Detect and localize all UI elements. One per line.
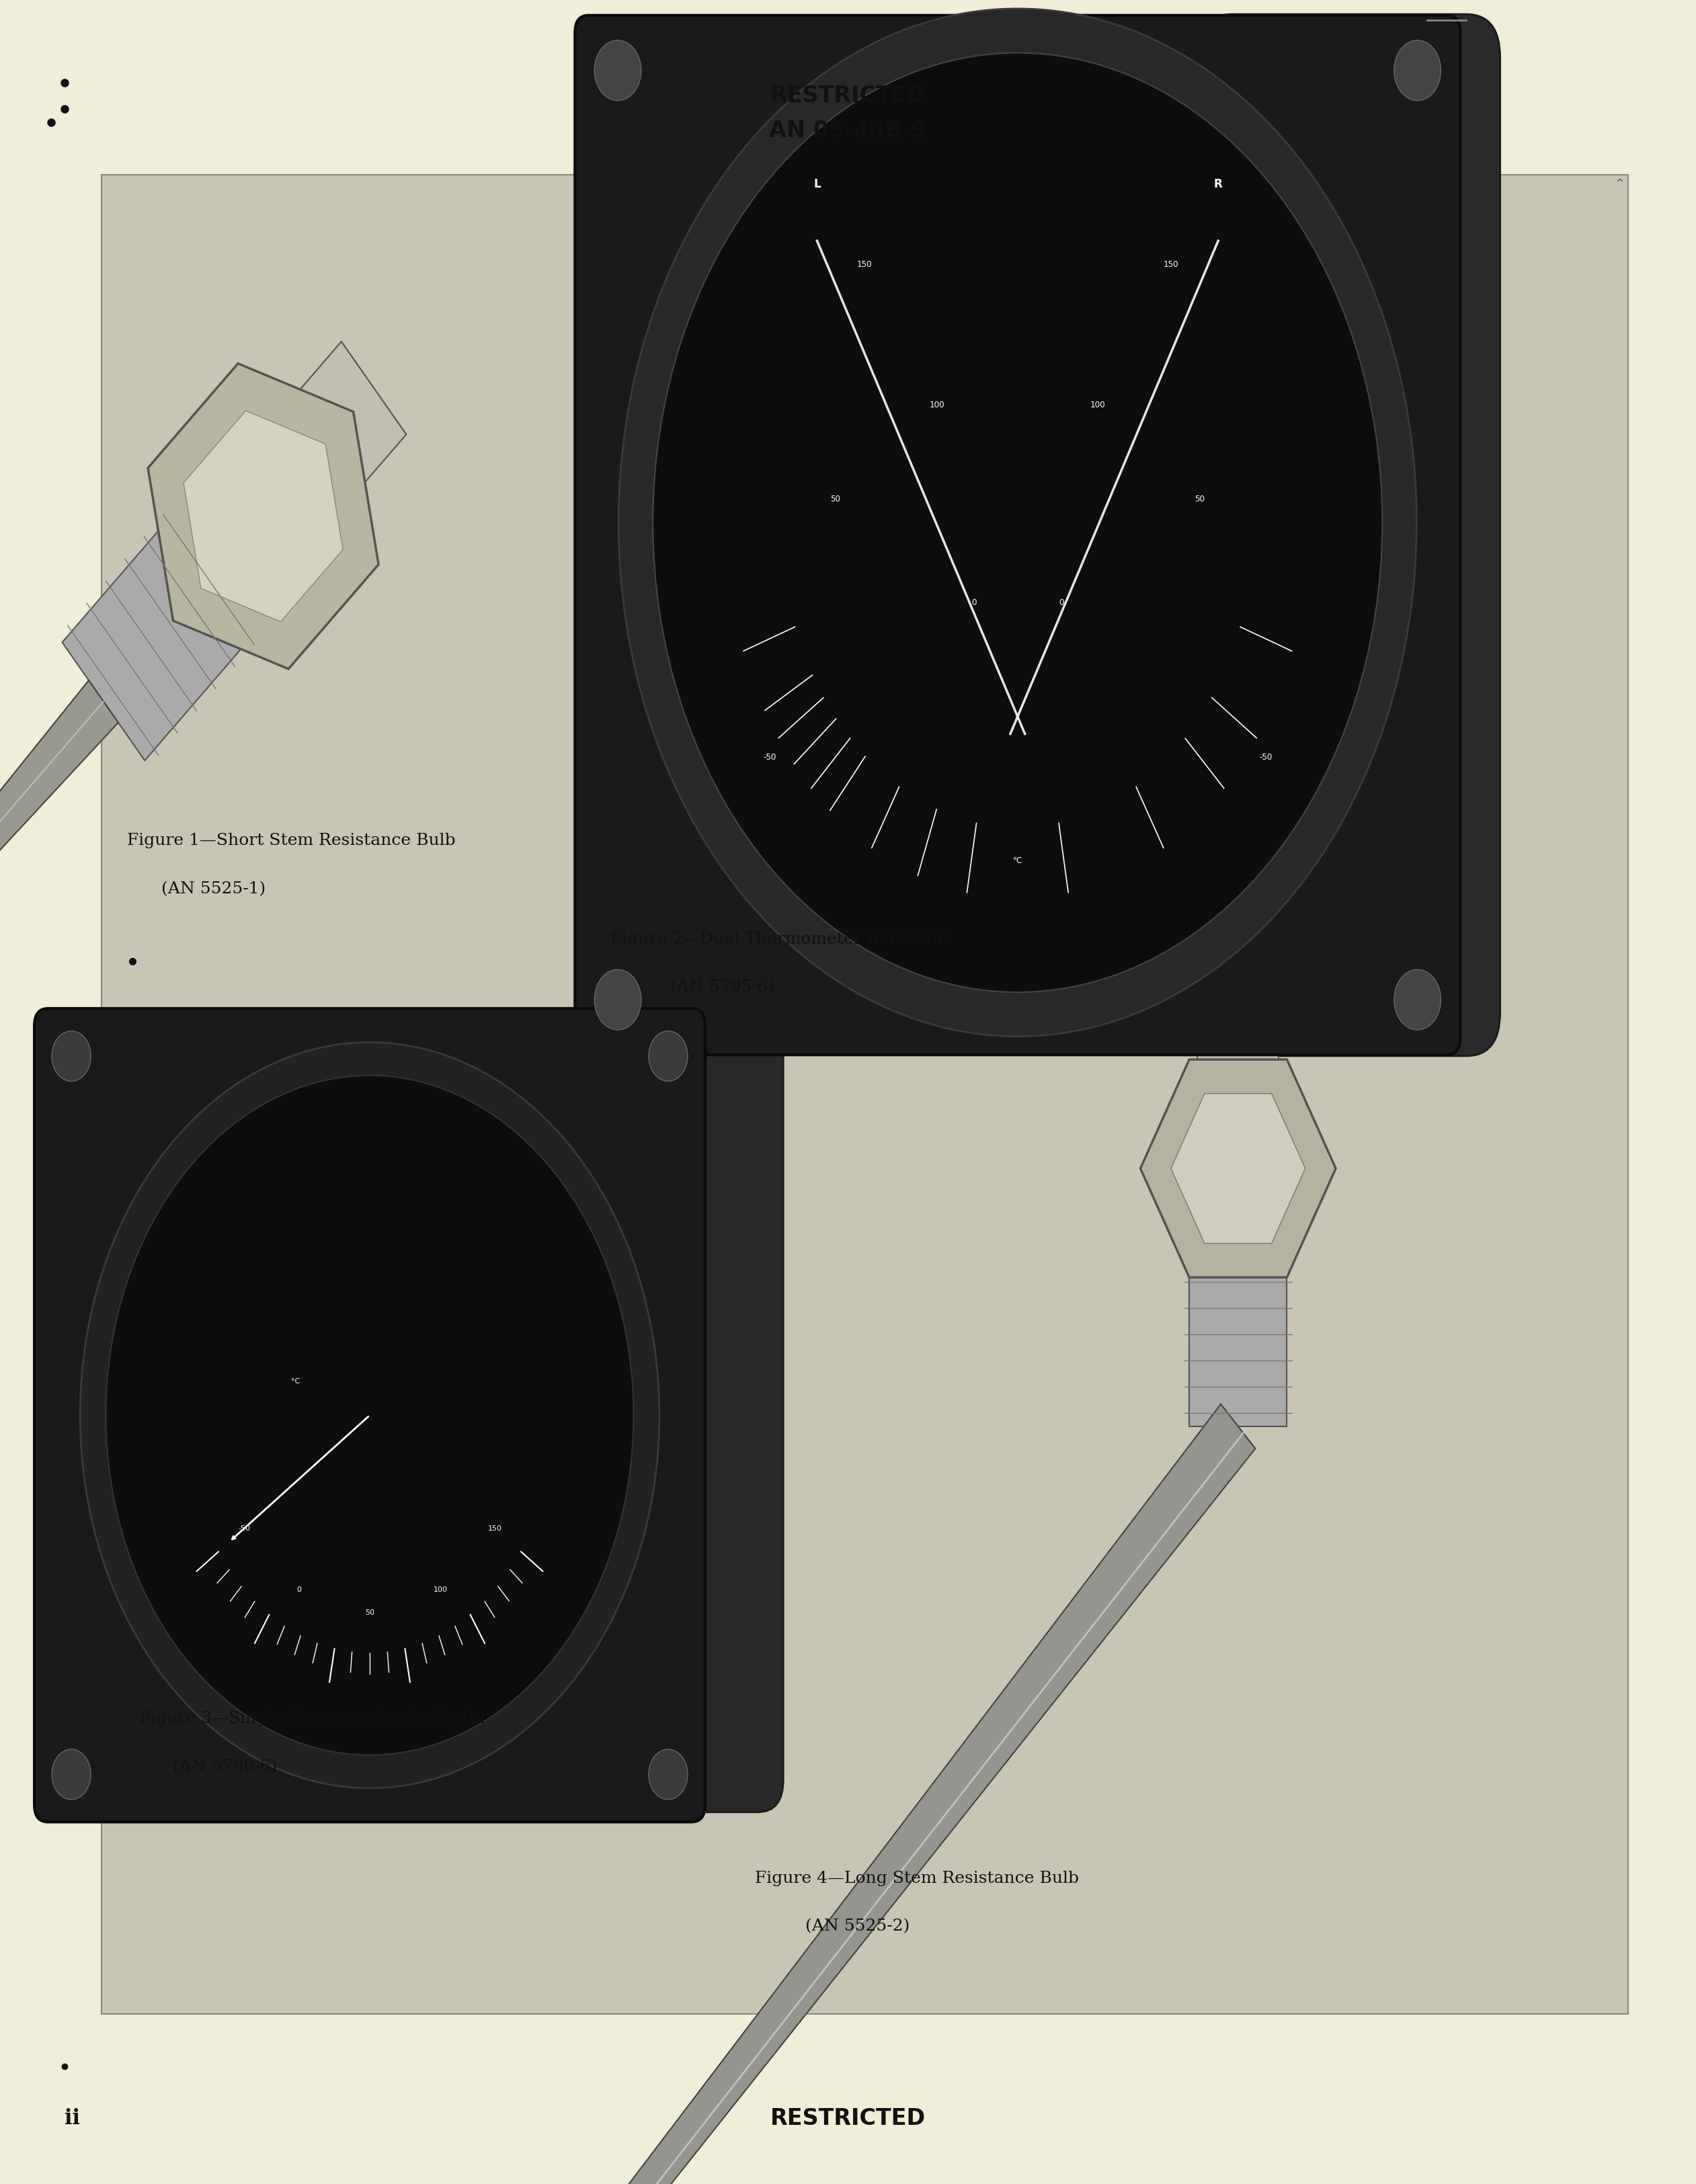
Circle shape [653,52,1382,992]
Polygon shape [1140,1059,1336,1278]
Text: (AN 5525-1): (AN 5525-1) [161,880,266,898]
Text: 100: 100 [1091,400,1106,408]
Circle shape [53,1031,92,1081]
Text: 50: 50 [1196,494,1204,502]
Text: 150: 150 [856,260,872,269]
FancyBboxPatch shape [575,15,1460,1055]
Text: 100: 100 [434,1588,448,1594]
Text: Figure 2—Dual Thermometer Indicator: Figure 2—Dual Thermometer Indicator [611,930,945,948]
Polygon shape [624,1404,1255,2184]
Circle shape [105,1075,634,1756]
Polygon shape [1197,968,1279,1068]
Text: RESTRICTED: RESTRICTED [770,2108,926,2129]
Polygon shape [1189,1269,1287,1426]
Text: 0: 0 [1058,598,1063,607]
Text: 0: 0 [297,1588,302,1594]
FancyBboxPatch shape [538,1018,784,1813]
Text: ii: ii [64,2108,80,2129]
Text: 150: 150 [1163,260,1179,269]
Polygon shape [63,509,259,760]
Text: (AN 5795-6): (AN 5795-6) [670,978,775,996]
Polygon shape [0,681,119,978]
Text: Figure 4—Long Stem Resistance Bulb: Figure 4—Long Stem Resistance Bulb [755,1870,1079,1887]
FancyBboxPatch shape [34,1009,706,1821]
Circle shape [594,970,641,1031]
Text: L: L [814,179,821,190]
Text: Figure 1—Short Stem Resistance Bulb: Figure 1—Short Stem Resistance Bulb [127,832,456,850]
Polygon shape [148,363,378,668]
Text: 150: 150 [488,1524,502,1531]
FancyBboxPatch shape [1197,15,1499,1057]
Text: ^: ^ [1616,179,1623,188]
Text: -50: -50 [239,1524,251,1531]
Text: 50: 50 [831,494,840,502]
FancyBboxPatch shape [1236,312,1342,758]
Text: °C: °C [292,1378,300,1385]
FancyBboxPatch shape [102,175,1628,2014]
Text: 100: 100 [929,400,945,408]
Text: R: R [1214,179,1223,190]
Circle shape [619,9,1416,1037]
Text: -50: -50 [763,753,777,762]
Text: °C: °C [1013,856,1023,865]
Circle shape [594,39,641,100]
Polygon shape [183,411,343,622]
Circle shape [53,1749,92,1800]
Text: AN 05-40B-9: AN 05-40B-9 [768,120,928,142]
Polygon shape [1170,1094,1306,1243]
Circle shape [648,1749,687,1800]
Text: -50: -50 [1258,753,1272,762]
Text: Figure 3—Single Thermometer Indicator: Figure 3—Single Thermometer Indicator [139,1710,488,1728]
Text: (AN 5790-6): (AN 5790-6) [173,1758,278,1776]
Text: 0: 0 [972,598,977,607]
Polygon shape [276,341,407,511]
Circle shape [1394,970,1442,1031]
Text: (AN 5525-2): (AN 5525-2) [806,1918,911,1935]
Circle shape [80,1042,660,1789]
Text: 50: 50 [365,1610,375,1616]
Circle shape [648,1031,687,1081]
Text: RESTRICTED: RESTRICTED [770,85,926,107]
Circle shape [1394,39,1442,100]
